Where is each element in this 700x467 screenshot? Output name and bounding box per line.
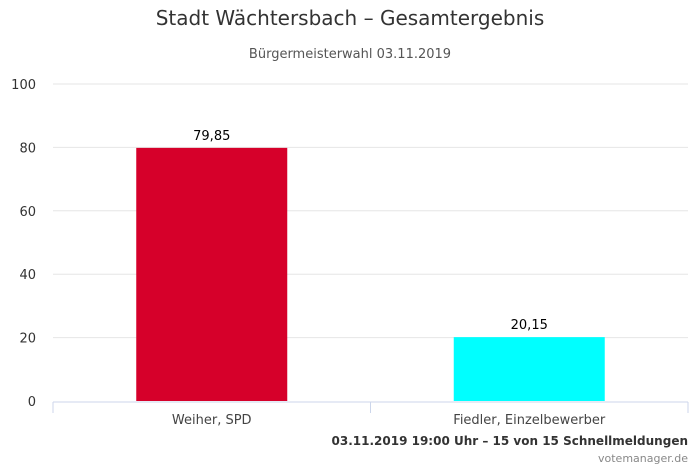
x-tick-label: Fiedler, Einzelbewerber [453,413,606,428]
y-tick-label: 0 [28,395,36,410]
chart-subtitle: Bürgermeisterwahl 03.11.2019 [248,47,452,62]
credit-link[interactable]: votemanager.de [598,452,688,465]
bar [453,337,605,401]
y-tick-label: 20 [19,332,36,347]
y-tick-label: 60 [19,205,36,220]
y-tick-label: 80 [19,141,36,156]
data-label: 79,85 [193,129,230,144]
data-label: 20,15 [511,318,548,333]
y-tick-label: 100 [11,78,36,93]
chart-title: Stadt Wächtersbach – Gesamtergebnis [155,6,545,30]
x-tick-label: Weiher, SPD [172,413,252,428]
y-tick-label: 40 [19,268,36,283]
status-text: 03.11.2019 19:00 Uhr – 15 von 15 Schnell… [331,434,688,448]
bar [136,147,288,401]
